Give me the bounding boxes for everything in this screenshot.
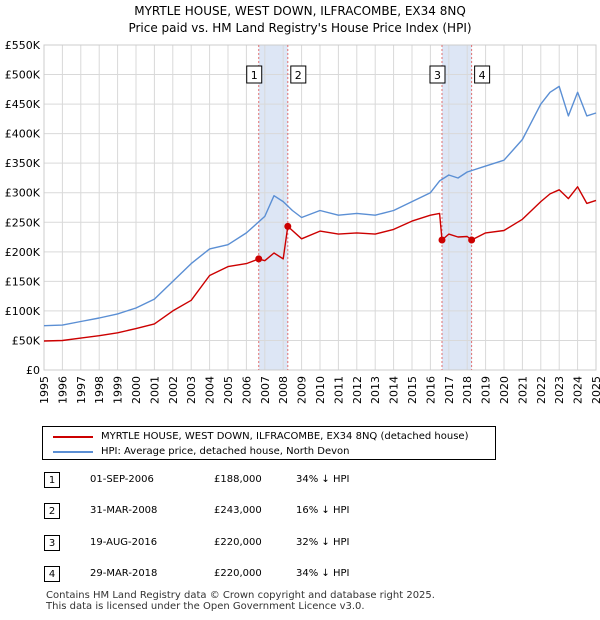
- x-tick-label: 2013: [369, 376, 382, 404]
- x-tick-label: 2022: [535, 376, 548, 404]
- x-tick-label: 2008: [277, 376, 290, 404]
- x-tick-label: 1997: [75, 376, 88, 404]
- sale-point-4: [468, 236, 476, 244]
- sale-marker-label-3: 3: [434, 69, 441, 82]
- footer-attribution: Contains HM Land Registry data © Crown c…: [46, 590, 435, 612]
- x-tick-label: 2000: [130, 376, 143, 404]
- x-tick-label: 2005: [222, 376, 235, 404]
- x-tick-label: 2010: [314, 376, 327, 404]
- sale-price: £243,000: [214, 505, 262, 516]
- sale-price: £220,000: [214, 537, 262, 548]
- x-tick-label: 2012: [351, 376, 364, 404]
- x-tick-label: 2017: [443, 376, 456, 404]
- sale-hpi-diff: 34% ↓ HPI: [296, 568, 350, 579]
- sale-date: 29-MAR-2018: [90, 568, 158, 579]
- x-tick-label: 2025: [590, 376, 600, 404]
- shaded-period-2: [441, 45, 472, 370]
- y-tick-label: £400K: [5, 128, 41, 141]
- sale-marker-box-4: [474, 65, 491, 84]
- sale-date: 01-SEP-2006: [90, 474, 154, 485]
- legend-label-price: MYRTLE HOUSE, WEST DOWN, ILFRACOMBE, EX3…: [101, 431, 469, 442]
- x-tick-label: 2015: [406, 376, 419, 404]
- chart-title: MYRTLE HOUSE, WEST DOWN, ILFRACOMBE, EX3…: [0, 3, 600, 37]
- x-tick-label: 2019: [480, 376, 493, 404]
- sale-number-badge: 2: [44, 503, 60, 519]
- y-tick-label: £350K: [5, 157, 41, 170]
- chart-title-line2: Price paid vs. HM Land Registry's House …: [128, 21, 472, 35]
- footer-line-1: Contains HM Land Registry data © Crown c…: [46, 590, 435, 601]
- x-tick-label: 1998: [93, 376, 106, 404]
- x-tick-label: 2003: [185, 376, 198, 404]
- x-tick-label: 2023: [553, 376, 566, 404]
- x-tick-label: 1995: [38, 376, 51, 404]
- y-tick-label: £550K: [5, 39, 41, 52]
- y-tick-label: £250K: [5, 216, 41, 229]
- sale-number-badge: 4: [44, 566, 60, 582]
- x-tick-label: 2006: [240, 376, 253, 404]
- sale-price: £220,000: [214, 568, 262, 579]
- series-line-price: [43, 186, 597, 342]
- x-tick-label: 1999: [112, 376, 125, 404]
- legend-swatch-hpi: [53, 451, 93, 453]
- x-tick-label: 2009: [296, 376, 309, 404]
- y-tick-label: £200K: [5, 246, 41, 259]
- sale-hpi-diff: 34% ↓ HPI: [296, 474, 350, 485]
- sale-marker-label-1: 1: [251, 69, 258, 82]
- sale-number-badge: 1: [44, 472, 60, 488]
- x-tick-label: 2011: [332, 376, 345, 404]
- legend-label-hpi: HPI: Average price, detached house, Nort…: [101, 446, 350, 457]
- x-tick-label: 1996: [56, 376, 69, 404]
- sale-row-1: 1 01-SEP-2006 £188,000 34% ↓ HPI: [44, 472, 384, 492]
- sale-date: 31-MAR-2008: [90, 505, 158, 516]
- chart-legend: MYRTLE HOUSE, WEST DOWN, ILFRACOMBE, EX3…: [42, 426, 496, 460]
- sale-row-2: 2 31-MAR-2008 £243,000 16% ↓ HPI: [44, 503, 384, 523]
- sale-row-3: 3 19-AUG-2016 £220,000 32% ↓ HPI: [44, 535, 384, 555]
- chart-title-line1: MYRTLE HOUSE, WEST DOWN, ILFRACOMBE, EX3…: [134, 4, 466, 18]
- sale-hpi-diff: 32% ↓ HPI: [296, 537, 350, 548]
- sale-number-badge: 3: [44, 535, 60, 551]
- sale-marker-label-2: 2: [295, 69, 302, 82]
- sale-point-2: [284, 222, 292, 230]
- y-tick-label: £50K: [12, 334, 41, 347]
- x-tick-label: 2024: [572, 376, 585, 404]
- x-tick-label: 2001: [148, 376, 161, 404]
- x-tick-label: 2004: [204, 376, 217, 404]
- plot-frame: [43, 44, 597, 371]
- legend-swatch-price: [53, 436, 93, 438]
- x-tick-label: 2021: [516, 376, 529, 404]
- x-tick-label: 2014: [388, 376, 401, 404]
- sale-price: £188,000: [214, 474, 262, 485]
- y-tick-label: £100K: [5, 305, 41, 318]
- series-line-hpi: [43, 85, 597, 327]
- sale-marker-box-3: [429, 65, 446, 84]
- sale-point-1: [255, 255, 263, 263]
- sale-marker-box-2: [290, 65, 307, 84]
- y-tick-label: £500K: [5, 69, 41, 82]
- sale-point-3: [438, 236, 446, 244]
- x-tick-label: 2007: [259, 376, 272, 404]
- x-tick-label: 2016: [424, 376, 437, 404]
- x-tick-label: 2002: [167, 376, 180, 404]
- y-tick-label: £0: [26, 364, 40, 377]
- y-tick-label: £450K: [5, 98, 41, 111]
- footer-line-2: This data is licensed under the Open Gov…: [46, 601, 365, 612]
- chart-plot: £0 £50K £100K £150K £200K £250K £300K £350K £400…: [5, 39, 600, 404]
- y-tick-label: £300K: [5, 187, 41, 200]
- sale-marker-box-1: [246, 65, 263, 84]
- x-tick-label: 2020: [498, 376, 511, 404]
- x-tick-label: 2018: [461, 376, 474, 404]
- y-tick-label: £150K: [5, 275, 41, 288]
- sale-hpi-diff: 16% ↓ HPI: [296, 505, 350, 516]
- sale-row-4: 4 29-MAR-2018 £220,000 34% ↓ HPI: [44, 566, 384, 586]
- sale-date: 19-AUG-2016: [90, 537, 158, 548]
- sale-marker-label-4: 4: [479, 69, 486, 82]
